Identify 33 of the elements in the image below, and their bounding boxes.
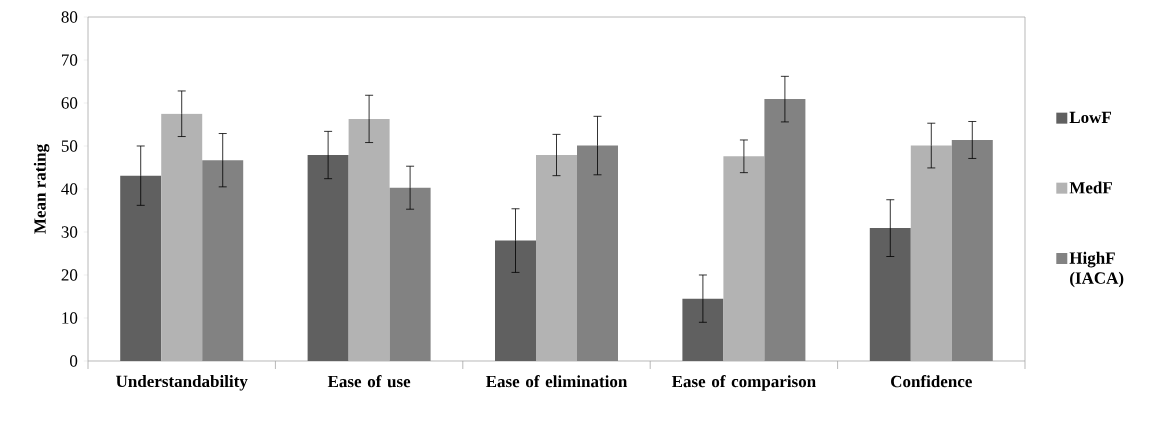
bar xyxy=(307,155,349,361)
bar xyxy=(869,228,911,361)
y-tick-label: 50 xyxy=(61,140,78,152)
x-tick-label: Understandability xyxy=(116,375,248,391)
bar xyxy=(723,156,765,361)
y-tick-label: 40 xyxy=(61,183,78,195)
bar xyxy=(495,240,537,361)
bar xyxy=(202,160,244,361)
x-tick-label: Ease of comparison xyxy=(671,375,816,391)
y-axis-title: Mean rating xyxy=(33,144,50,234)
bar xyxy=(348,118,390,361)
y-tick-label: 0 xyxy=(70,355,78,367)
bar xyxy=(120,175,162,361)
y-tick-label: 60 xyxy=(61,97,78,109)
bar xyxy=(536,155,578,361)
bar xyxy=(161,113,203,361)
y-tick-label: 30 xyxy=(61,226,78,238)
x-tick-label: Ease of use xyxy=(327,375,411,388)
bar xyxy=(389,187,431,361)
legend-label: LowF xyxy=(1069,111,1111,124)
x-tick-label: Ease of elimination xyxy=(485,375,628,388)
y-tick-label: 20 xyxy=(61,269,78,281)
bar xyxy=(577,145,618,361)
bar xyxy=(682,298,724,361)
bar xyxy=(910,145,952,361)
x-tick-label: Confidence xyxy=(891,375,972,388)
y-tick-label: 70 xyxy=(61,54,78,66)
bar xyxy=(764,99,806,361)
legend-label: MedF xyxy=(1069,181,1112,194)
legend-label: HighF (IACA) xyxy=(1069,251,1124,288)
y-tick-label: 80 xyxy=(61,11,78,23)
bar xyxy=(951,139,993,361)
y-tick-label: 10 xyxy=(62,312,78,324)
